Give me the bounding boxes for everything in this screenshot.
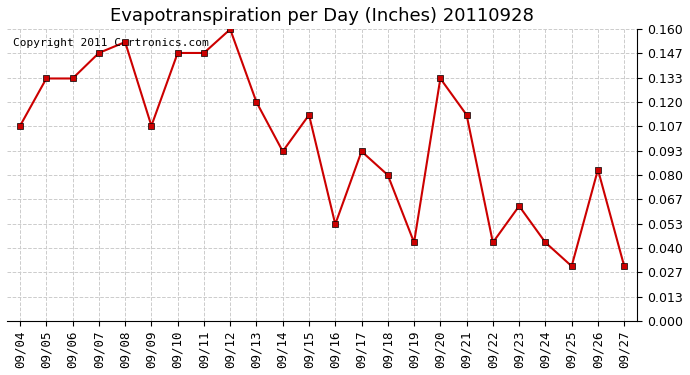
Text: Copyright 2011 Cartronics.com: Copyright 2011 Cartronics.com [13, 38, 209, 48]
Title: Evapotranspiration per Day (Inches) 20110928: Evapotranspiration per Day (Inches) 2011… [110, 7, 534, 25]
